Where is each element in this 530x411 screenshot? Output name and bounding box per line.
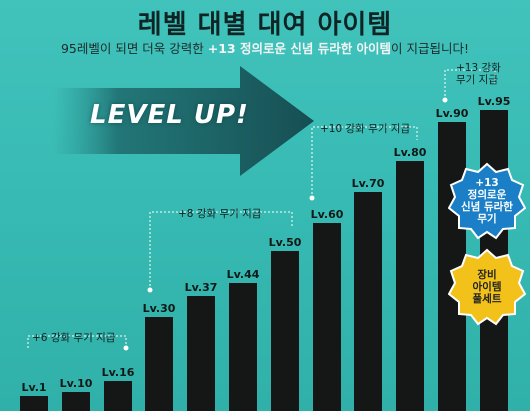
level-bar-10 [62, 392, 90, 411]
level-bar-80 [396, 161, 424, 411]
badge-dullahan-weapon: +13 정의로운 신념 듀라한 무기 [447, 162, 527, 240]
badge-yellow-line2: 아이템 [472, 281, 502, 293]
subtitle-highlight: +13 정의로운 신념 듀라한 아이템 [207, 41, 392, 56]
badge-equipment-set: 장비 아이템 풀세트 [447, 248, 527, 326]
badge-blue-line2: 정의로운 [467, 189, 507, 201]
level-bar-37 [187, 296, 215, 411]
level-up-banner: LEVEL UP! [90, 100, 249, 130]
bracket-plus8 [149, 211, 293, 290]
level-label-1: Lv.1 [21, 381, 47, 394]
reward-plus6: +6 강화 무기 지급 [32, 332, 116, 344]
level-label-80: Lv.80 [393, 146, 427, 159]
reward-plus13-line1: +13 강화 [456, 62, 501, 74]
level-label-16: Lv.16 [101, 366, 135, 379]
badge-blue-line4: 무기 [477, 213, 497, 225]
level-bar-16 [104, 381, 132, 411]
level-label-95: Lv.95 [477, 95, 511, 108]
subtitle-before: 95레벨이 되면 더욱 강력한 [60, 41, 208, 56]
level-bar-60 [313, 223, 341, 411]
level-bar-44 [229, 283, 257, 411]
page-subtitle: 95레벨이 되면 더욱 강력한 +13 정의로운 신념 듀라한 아이템이 지급됩… [0, 38, 530, 57]
level-label-30: Lv.30 [142, 302, 176, 315]
level-label-44: Lv.44 [226, 268, 260, 281]
badge-blue-line1: +13 [475, 177, 499, 189]
level-label-37: Lv.37 [184, 281, 218, 294]
bracket-plus6 [27, 335, 127, 348]
badge-blue-line3: 신념 듀라한 [461, 201, 513, 213]
level-label-50: Lv.50 [268, 236, 302, 249]
reward-plus13-line2: 무기 지급 [456, 74, 498, 86]
level-label-10: Lv.10 [59, 377, 93, 390]
badge-yellow-line1: 장비 [477, 269, 497, 281]
badge-yellow-line3: 풀세트 [472, 293, 502, 305]
level-bar-1 [20, 396, 48, 411]
level-label-60: Lv.60 [310, 208, 344, 221]
reward-plus8: +8 강화 무기 지급 [178, 208, 262, 220]
level-label-70: Lv.70 [351, 177, 385, 190]
level-bar-70 [354, 192, 382, 411]
bracket-plus10 [311, 126, 418, 198]
subtitle-after: 이 지급됩니다! [391, 41, 470, 56]
level-bar-30 [145, 317, 173, 411]
page-title: 레벨 대별 대여 아이템 [137, 10, 393, 40]
level-bar-50 [271, 251, 299, 411]
level-label-90: Lv.90 [435, 107, 469, 120]
reward-plus10: +10 강화 무기 지급 [320, 123, 411, 135]
level-up-arrow-icon [52, 66, 314, 176]
